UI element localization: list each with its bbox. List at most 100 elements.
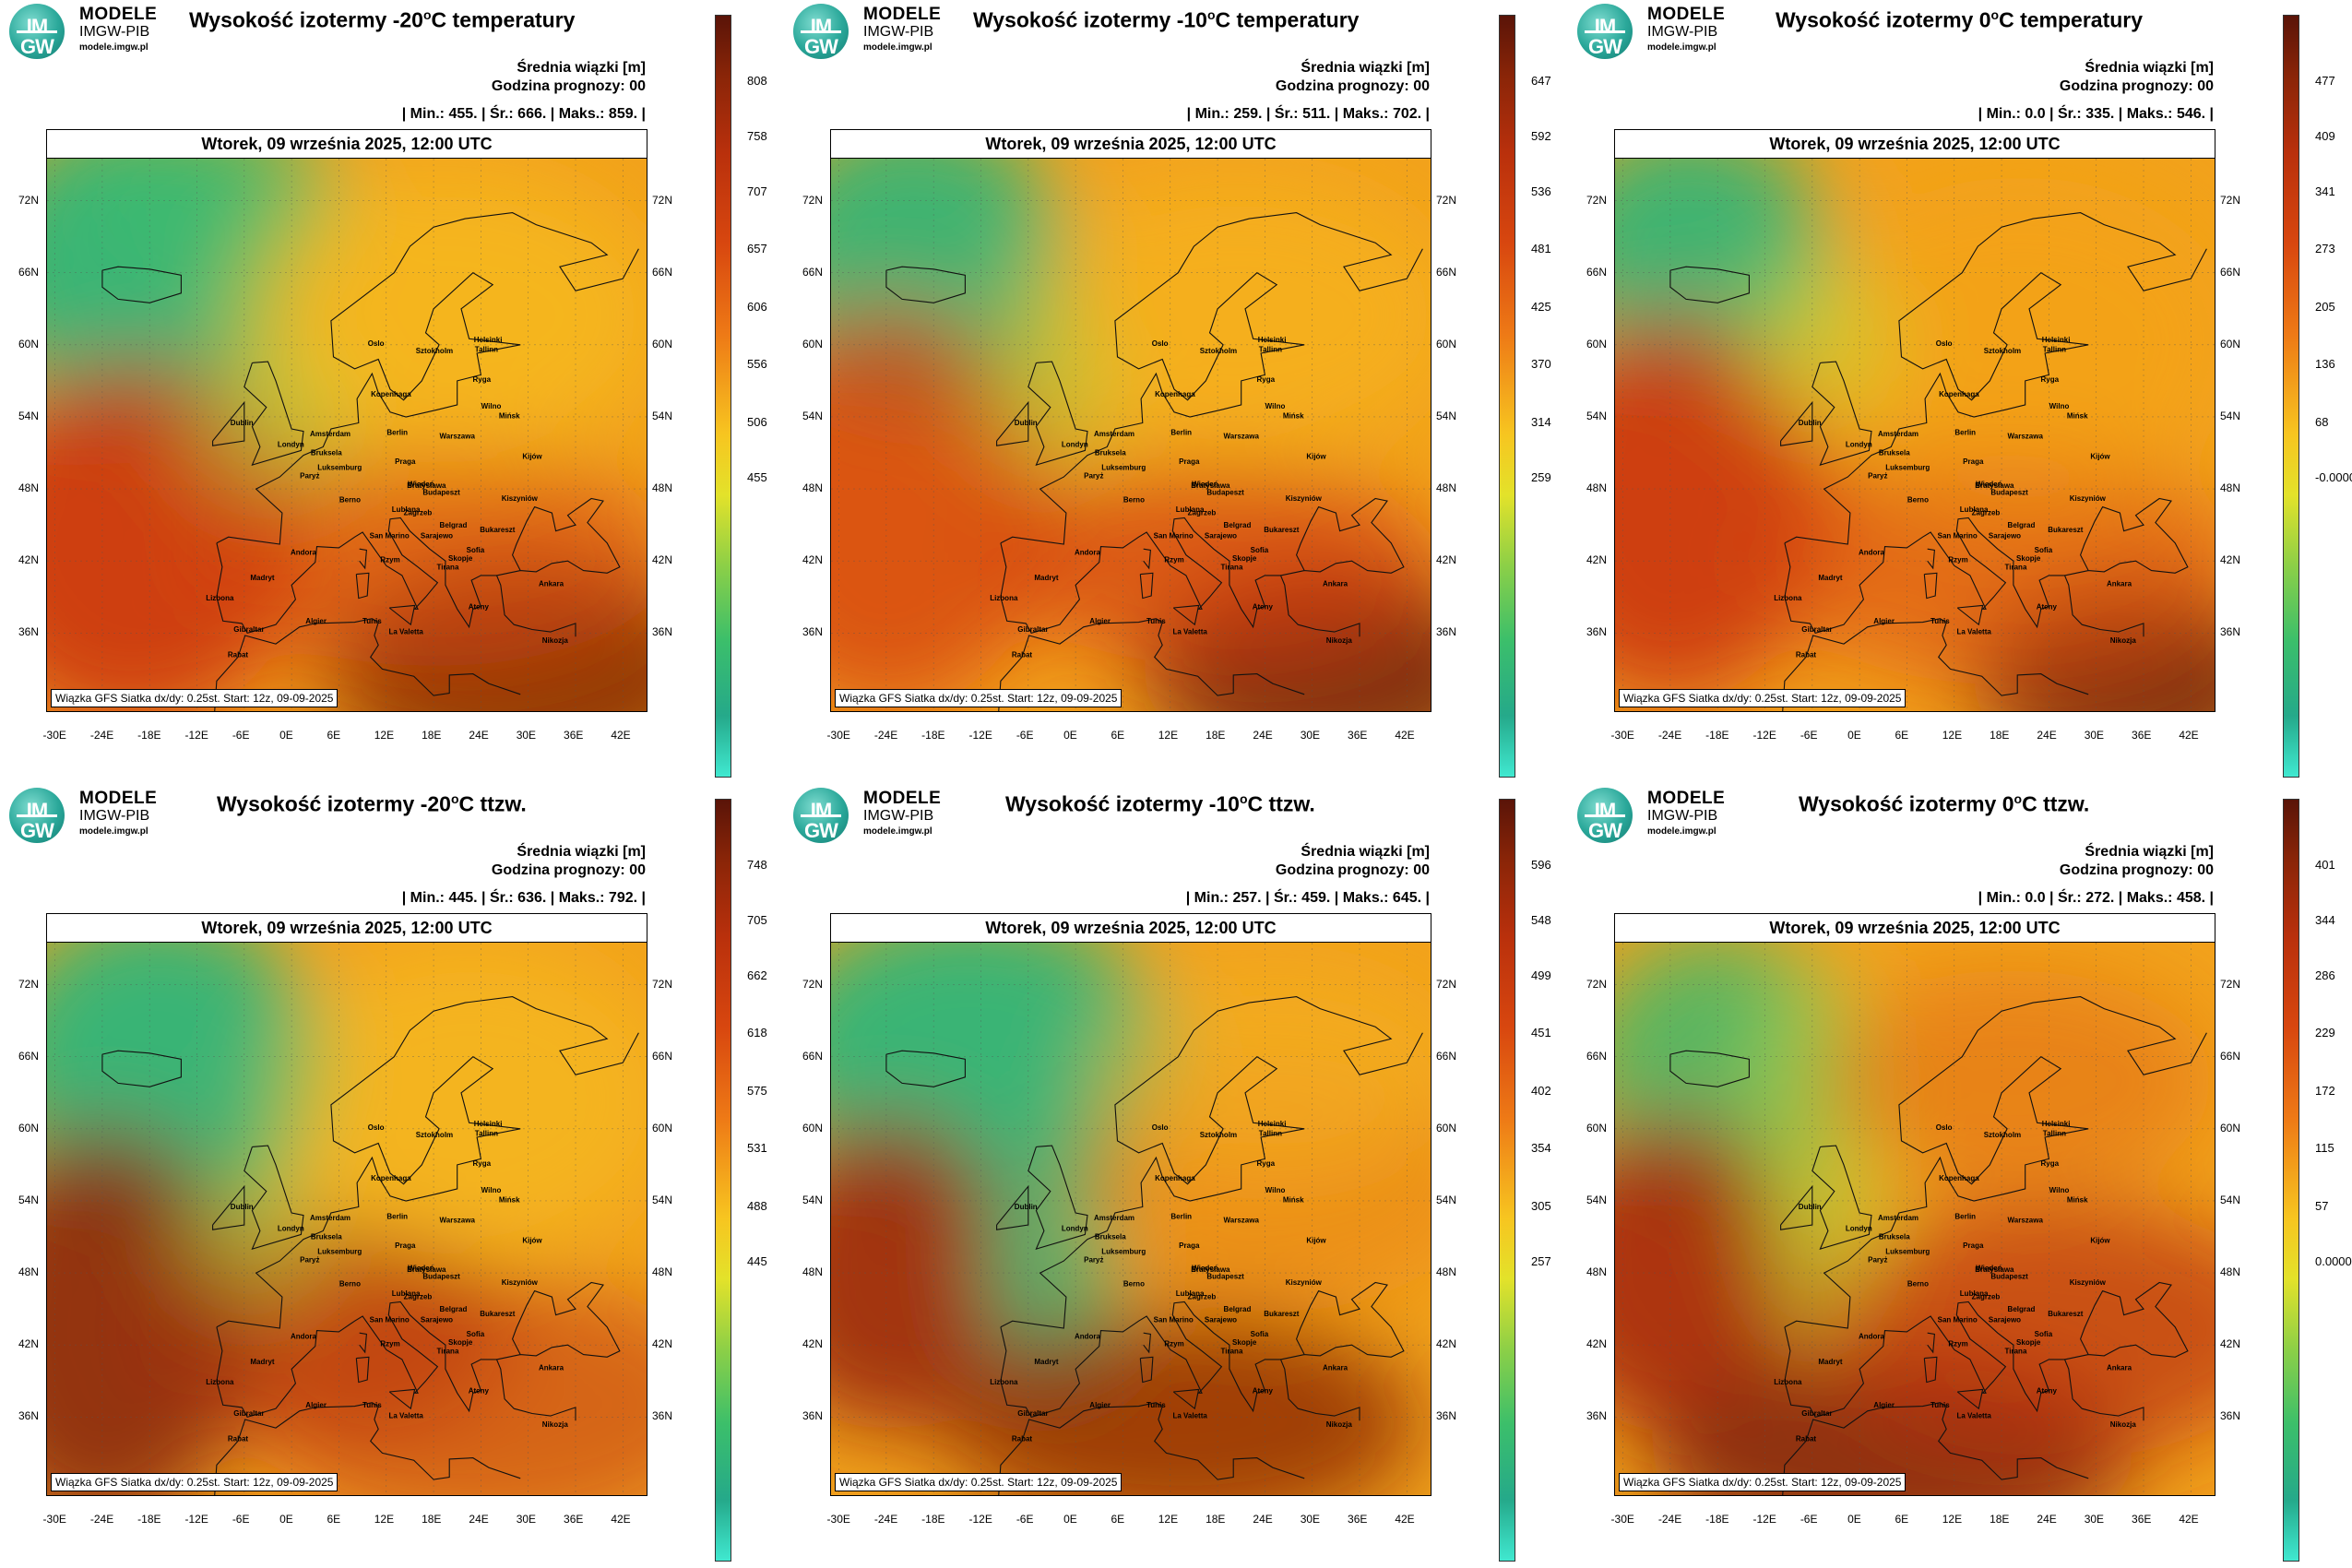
color-scale-bar	[2283, 799, 2299, 1562]
color-scale-tick: 344	[2315, 913, 2335, 927]
coastline	[1172, 1388, 1200, 1410]
latitude-label: 48N	[1586, 1265, 1608, 1279]
city-label: Oslo	[1936, 1123, 1953, 1132]
color-scale-tick: 662	[747, 968, 767, 982]
city-label: Bukareszt	[1264, 1310, 1300, 1318]
city-label: Nikozja	[1326, 636, 1353, 645]
field-plot: Oslo Sztokholm Helsinki Tallinn Ryga Kopenhag…	[1615, 943, 2215, 1495]
color-scale-tick: 273	[2315, 242, 2335, 255]
coastline	[2064, 497, 2189, 576]
longitude-label: -12E	[968, 1513, 992, 1526]
city-label: La Valetta	[1172, 628, 1207, 636]
city-label: Rzym	[380, 556, 399, 564]
city-label: Dublin	[1015, 419, 1038, 427]
longitude-label: 18E	[1990, 729, 2010, 742]
city-label: Amsterdam	[1878, 1214, 1918, 1222]
color-scale-bar	[1499, 15, 1515, 778]
city-label: Andora	[1859, 549, 1885, 557]
coastline	[359, 548, 367, 570]
longitude-label: 24E	[2037, 1513, 2057, 1526]
field-blob	[1763, 445, 2215, 684]
latitude-label: 60N	[802, 1121, 824, 1134]
color-scale-tick: 808	[747, 74, 767, 88]
longitude-label: 6E	[1895, 1513, 1909, 1526]
city-label: Rabat	[1796, 1434, 1817, 1443]
latitude-label: 66N	[18, 1049, 40, 1063]
date-bar: Wtorek, 09 września 2025, 12:00 UTC	[47, 130, 647, 159]
city-label: Madryt	[1818, 1358, 1843, 1366]
latitude-label: 36N	[1586, 1409, 1608, 1423]
city-label: Berno	[1907, 1279, 1929, 1288]
mean-label: Średnia wiązki [m]	[517, 60, 646, 76]
footer-note: Wiązka GFS Siatka dx/dy: 0.25st. Start: …	[51, 1473, 339, 1491]
color-scale-tick: 409	[2315, 129, 2335, 143]
coastline	[244, 361, 304, 466]
longitude-label: 30E	[516, 729, 537, 742]
latitude-label: 48N	[1586, 481, 1608, 495]
longitude-label: 0E	[279, 1513, 293, 1526]
city-label: Paryż	[1868, 471, 1887, 480]
coastline	[1956, 1388, 1984, 1410]
coastline	[1782, 1402, 2089, 1495]
longitude-label: -24E	[1657, 729, 1682, 742]
city-label: Ryga	[2040, 375, 2059, 384]
city-label: Praga	[1179, 1241, 1200, 1250]
color-scale-tick: 477	[2315, 74, 2335, 88]
city-label: Kiszyniów	[2070, 494, 2107, 503]
city-label: Mińsk	[2067, 411, 2088, 420]
longitude-label: 6E	[327, 729, 341, 742]
coastline	[2064, 1281, 2189, 1360]
city-label: Kijów	[1306, 453, 1326, 461]
city-label: Andora	[1075, 549, 1101, 557]
latitude-label: 54N	[652, 409, 673, 422]
city-label: Budapeszt	[422, 489, 460, 497]
stats-line: | Min.: 0.0 | Śr.: 335. | Maks.: 546. |	[1978, 106, 2214, 122]
city-label: Ateny	[469, 602, 490, 611]
longitude-label: -12E	[968, 729, 992, 742]
color-scale-tick: 596	[1531, 858, 1551, 872]
city-label: Helsinki	[2042, 336, 2071, 344]
color-scale-bar	[1499, 799, 1515, 1562]
city-label: Kiszyniów	[502, 1278, 539, 1287]
city-label: Bratysława	[407, 481, 446, 490]
city-label: Bratysława	[1975, 1265, 2014, 1274]
forecast-hour: Godzina prognozy: 00	[491, 862, 646, 878]
latitude-label: 60N	[652, 1121, 673, 1134]
color-scale-tick: 657	[747, 242, 767, 255]
coastline	[388, 1388, 416, 1410]
latitude-label: 72N	[18, 977, 40, 991]
latitude-label: 54N	[802, 409, 824, 422]
color-scale-tick: 305	[1531, 1199, 1551, 1213]
logo-emblem-icon: IM GW	[793, 788, 849, 843]
logo-title: MODELE	[863, 5, 942, 24]
logo-title: MODELE	[1647, 5, 1726, 24]
city-label: Lizbona	[1774, 594, 1802, 602]
coastline	[1000, 212, 1423, 545]
latitude-label: 42N	[802, 1337, 824, 1351]
logo-emblem-icon: IM GW	[1577, 4, 1633, 59]
city-label: Lublana	[392, 1289, 421, 1298]
latitude-label: 72N	[2220, 977, 2241, 991]
city-label: Tallinn	[475, 346, 498, 354]
city-label: Praga	[1963, 457, 1984, 466]
city-label: Bukareszt	[1264, 526, 1300, 534]
longitude-label: -30E	[1610, 1513, 1634, 1526]
city-label: Bratysława	[1191, 481, 1230, 490]
latitude-label: 48N	[18, 1265, 40, 1279]
city-label: Algier	[1873, 617, 1895, 625]
city-label: Oslo	[1936, 339, 1953, 348]
longitude-label: -30E	[1610, 729, 1634, 742]
city-label: Paryż	[300, 471, 319, 480]
latitude-label: 36N	[802, 1409, 824, 1423]
map-title: Wysokość izotermy 0oC ttzw.	[1799, 791, 2089, 817]
city-label: La Valetta	[1956, 1412, 1991, 1420]
city-label: Lublana	[1960, 505, 1989, 514]
latitude-label: 72N	[18, 193, 40, 207]
coastline	[1280, 1281, 1405, 1360]
city-label: Belgrad	[2008, 521, 2036, 529]
longitude-label: 36E	[1348, 729, 1368, 742]
coastline	[1812, 1145, 1872, 1250]
coastline	[1172, 604, 1200, 626]
coastline	[216, 1301, 576, 1421]
city-label: Zagrzeb	[1972, 1293, 2001, 1301]
